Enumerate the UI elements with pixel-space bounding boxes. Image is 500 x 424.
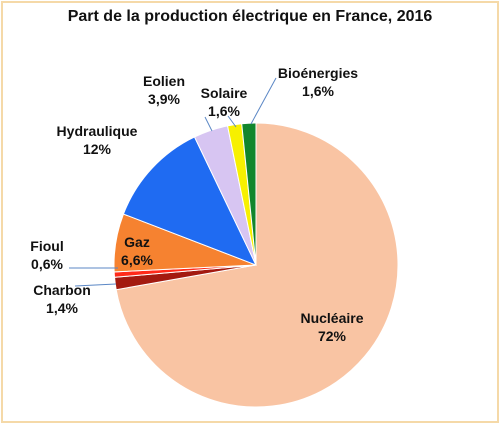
label-charbon-value: 1,4% bbox=[46, 300, 78, 316]
label-charbon: Charbon 1,4% bbox=[22, 281, 102, 317]
label-gaz: Gaz 6,6% bbox=[112, 233, 162, 269]
label-nucleaire-value: 72% bbox=[317, 328, 347, 344]
label-bioenergies-name: Bioénergies bbox=[277, 65, 359, 81]
leader-line bbox=[74, 283, 117, 287]
label-fioul-value: 0,6% bbox=[31, 256, 63, 272]
leader-line bbox=[250, 77, 277, 125]
label-nucleaire-name: Nucléaire bbox=[300, 310, 364, 326]
chart-title: Part de la production électrique en Fran… bbox=[67, 8, 433, 25]
label-nucleaire: Nucléaire 72% bbox=[282, 309, 382, 345]
label-bioenergies-value: 1,6% bbox=[302, 83, 334, 99]
leader-line bbox=[227, 115, 237, 128]
label-gaz-value: 6,6% bbox=[121, 252, 153, 268]
leader-line bbox=[204, 116, 213, 132]
label-eolien-value: 3,9% bbox=[148, 91, 180, 107]
pie-slice-hydraulique bbox=[122, 136, 257, 266]
label-hydraulique-value: 12% bbox=[82, 141, 112, 157]
label-solaire-name: Solaire bbox=[200, 85, 248, 101]
label-charbon-name: Charbon bbox=[33, 282, 91, 298]
label-hydraulique-name: Hydraulique bbox=[56, 123, 138, 139]
label-solaire: Solaire 1,6% bbox=[192, 84, 256, 120]
label-eolien: Eolien 3,9% bbox=[134, 72, 194, 108]
label-fioul-name: Fioul bbox=[30, 238, 64, 254]
label-solaire-value: 1,6% bbox=[208, 103, 240, 119]
pie-slice-bioenergies bbox=[241, 122, 257, 266]
pie-slice-nucleaire bbox=[115, 122, 399, 408]
label-gaz-name: Gaz bbox=[124, 234, 150, 250]
label-bioenergies: Bioénergies 1,6% bbox=[268, 64, 368, 100]
label-eolien-name: Eolien bbox=[142, 73, 185, 89]
label-hydraulique: Hydraulique 12% bbox=[42, 122, 152, 158]
label-fioul: Fioul 0,6% bbox=[22, 237, 72, 273]
